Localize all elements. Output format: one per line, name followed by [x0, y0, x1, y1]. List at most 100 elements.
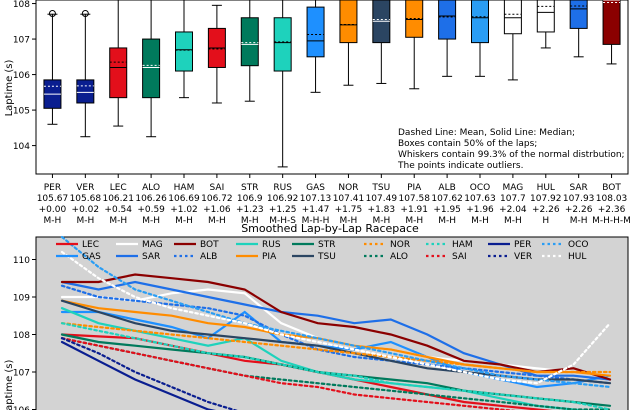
xlabel-code: RUS: [273, 183, 292, 193]
legend-item-sar: SAR: [116, 252, 160, 262]
box-body: [142, 38, 161, 99]
xlabel-mean: 106.9: [237, 194, 263, 204]
legend-item-lec: LEC: [56, 240, 99, 250]
box-alb: [438, 0, 457, 77]
box-ham: [175, 0, 193, 99]
xlabel-delta: +1.02: [170, 205, 198, 215]
box-oco: [471, 0, 489, 77]
legend-item-rus: RUS: [236, 240, 281, 250]
box-body: [569, 0, 588, 29]
boxplot-axes: [35, 0, 629, 175]
xlabel-delta: +1.95: [433, 205, 461, 215]
legend-item-ham: HAM: [426, 240, 473, 250]
racepace-legend: LEC GAS MAG SAR BOT ALB RUS PIA STR TSU NOR ALO HAM S…: [56, 240, 588, 262]
racepace-ytick-label: 108: [13, 331, 30, 341]
legend-item-gas: GAS: [56, 252, 101, 262]
boxplot-panel: Laptime (s) 104 105 106 107 108 Dashed Line:…: [4, 0, 630, 226]
annotation-line: Dashed Line: Mean, Solid Line: Median;: [398, 128, 575, 138]
xlabel-code: TSU: [371, 183, 390, 193]
line-ver: [60, 337, 239, 410]
xlabel-code: MAG: [503, 183, 524, 193]
xlabel-mean: 106.69: [168, 194, 200, 204]
xlabel-compounds: M-H: [438, 216, 456, 226]
box-body: [175, 31, 193, 72]
xlabel-mean: 105.67: [37, 194, 69, 204]
xlabel-delta: +2.04: [499, 205, 527, 215]
xlabel-compounds: M-H: [44, 216, 62, 226]
legend-item-tsu: TSU: [292, 252, 336, 262]
racepace-ytick-label: 109: [13, 294, 30, 304]
box-per: [43, 9, 62, 125]
xlabel-mean: 106.21: [102, 194, 134, 204]
box-body: [339, 0, 358, 44]
box-rus: [273, 0, 292, 168]
xlabel-mean: 106.92: [267, 194, 299, 204]
xlabel-code: VER: [76, 183, 94, 193]
xlabel-code: SAI: [210, 183, 225, 193]
legend-label: MAG: [142, 240, 163, 250]
xlabel-compounds: M-H: [504, 216, 522, 226]
annotation-line: Whiskers contain 99.3% of the normal dis…: [398, 150, 625, 160]
xlabel-code: SAR: [570, 183, 588, 193]
xlabel-mean: 105.68: [70, 194, 102, 204]
xlabel-compounds: M-H-S: [269, 216, 296, 226]
legend-item-alo: ALO: [364, 252, 408, 262]
xlabel-compounds: M-H: [109, 216, 127, 226]
box-pia: [405, 0, 424, 90]
legend-item-alb: ALB: [174, 252, 217, 262]
xlabel-delta: +0.54: [104, 205, 132, 215]
boxplot-ylabel: Laptime (s): [4, 59, 15, 116]
legend-item-per: PER: [488, 240, 531, 250]
xlabel-code: ALO: [142, 183, 160, 193]
box-body: [438, 0, 457, 40]
xlabel-code: BOT: [602, 183, 621, 193]
legend-label: PIA: [262, 252, 277, 262]
legend-label: HUL: [568, 252, 586, 262]
box-hul: [536, 0, 555, 49]
racepace-ytick-label: 106: [13, 406, 30, 410]
xlabel-mean: 107.92: [530, 194, 562, 204]
boxplot-ytick-label: 108: [13, 0, 30, 10]
xlabel-delta: +1.83: [368, 205, 396, 215]
outlier-point: [81, 9, 89, 17]
legend-item-mag: MAG: [116, 240, 163, 250]
xlabel-code: NOR: [338, 183, 358, 193]
box-mag: [503, 0, 522, 81]
xlabel-mean: 108.03: [596, 194, 628, 204]
xlabel-compounds: M-H-H: [302, 216, 330, 226]
xlabel-mean: 107.13: [300, 194, 332, 204]
legend-label: SAR: [142, 252, 160, 262]
box-body: [503, 0, 522, 35]
xlabel-compounds: H: [542, 216, 549, 226]
xlabel-compounds: M-H: [405, 216, 423, 226]
xlabel-delta: +0.00: [39, 205, 67, 215]
xlabel-delta: +1.25: [269, 205, 297, 215]
xlabel-mean: 107.49: [366, 194, 398, 204]
xlabel-code: PIA: [407, 183, 422, 193]
legend-label: NOR: [390, 240, 410, 250]
legend-label: OCO: [568, 240, 588, 250]
xlabel-delta: +0.02: [72, 205, 100, 215]
legend-label: ALO: [390, 252, 408, 262]
line-per: [60, 340, 217, 410]
box-body: [536, 0, 555, 33]
xlabel-code: ALB: [438, 183, 455, 193]
legend-item-oco: OCO: [542, 240, 588, 250]
xlabel-compounds: M-H: [142, 216, 160, 226]
legend-label: RUS: [262, 240, 281, 250]
line-ham: [60, 322, 612, 410]
xlabel-delta: +2.36: [598, 205, 626, 215]
legend-item-str: STR: [292, 240, 335, 250]
